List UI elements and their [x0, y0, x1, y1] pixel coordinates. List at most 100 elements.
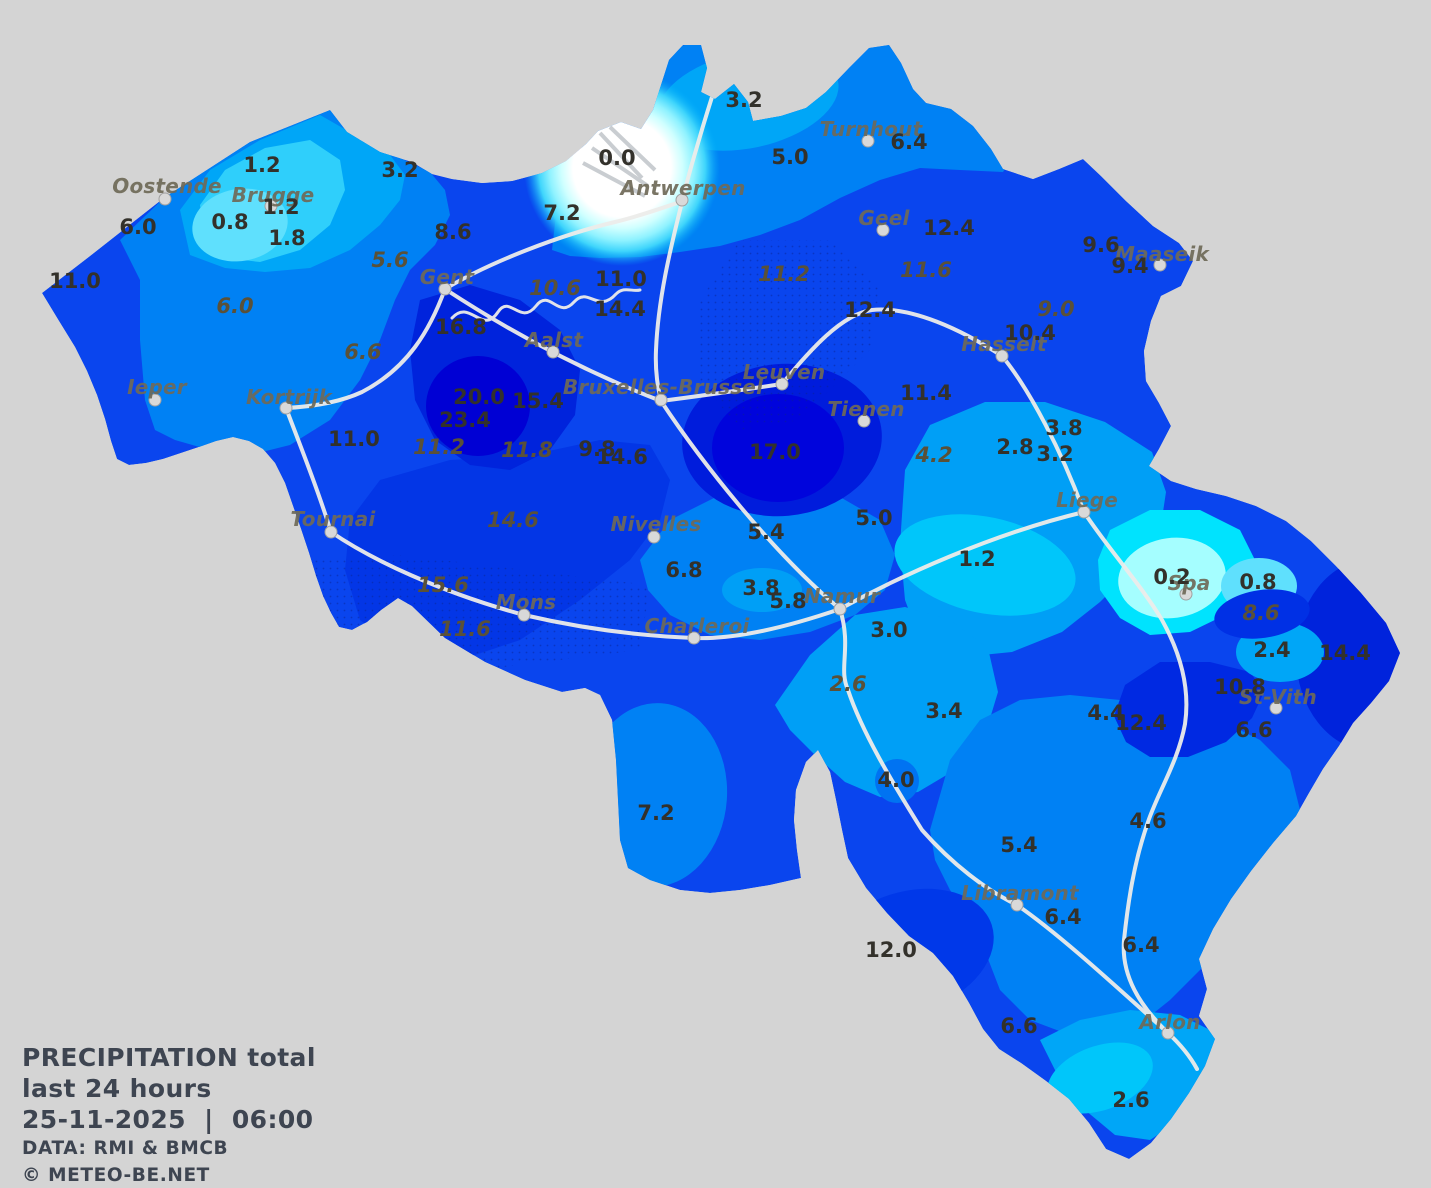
- station-value: 1.8: [268, 226, 306, 250]
- road-hasselt-liege: [1000, 354, 1086, 514]
- city-dot-antwerpen: [675, 193, 689, 207]
- city-label-arlon: Arlon: [1139, 1010, 1201, 1034]
- port-dock-lines: [582, 125, 657, 198]
- city-label-nivelles: Nivelles: [610, 512, 702, 536]
- station-value: 5.4: [747, 520, 785, 544]
- station-value: 9.4: [1111, 254, 1149, 278]
- map-subtitle: last 24 hours: [22, 1074, 212, 1103]
- station-value: 0.2: [1153, 565, 1191, 589]
- city-label-hasselt: Hasselt: [961, 332, 1047, 356]
- station-value: 9.0: [1037, 297, 1075, 321]
- station-value: 11.0: [49, 269, 101, 293]
- station-value: 6.4: [1122, 933, 1160, 957]
- city-label-ieper: Ieper: [127, 375, 187, 399]
- station-value: 12.0: [865, 938, 917, 962]
- road-antwerpen-brussel: [653, 200, 684, 403]
- city-dot-maaseik: [1153, 258, 1167, 272]
- station-value: 16.8: [435, 315, 487, 339]
- map-title-block: PRECIPITATION total last 24 hours 25-11-…: [22, 1042, 316, 1188]
- station-value: 3.2: [725, 88, 763, 112]
- station-value: 11.0: [595, 267, 647, 291]
- station-value: 2.6: [1112, 1088, 1150, 1112]
- station-value: 0.8: [1239, 570, 1277, 594]
- city-dot-geel: [876, 223, 890, 237]
- station-value: 6.8: [665, 558, 703, 582]
- precip-region-stvith-dark: [1114, 662, 1264, 757]
- station-value: 5.0: [855, 506, 893, 530]
- station-value: 2.8: [996, 435, 1034, 459]
- city-dot-ieper: [148, 393, 162, 407]
- station-value: 7.2: [543, 201, 581, 225]
- station-value: 6.0: [119, 215, 157, 239]
- city-label-mons: Mons: [495, 590, 557, 614]
- station-value: 3.8: [1045, 416, 1083, 440]
- river-schelde-dender: [450, 288, 642, 322]
- city-label-aalst: Aalst: [524, 328, 584, 352]
- precip-region-huy-bright: [894, 514, 1076, 616]
- station-value: 8.6: [434, 220, 472, 244]
- station-value: 1.2: [262, 195, 300, 219]
- precip-region-spot-8-6-dark: [1214, 589, 1310, 639]
- copyright: © METEO-BE.NET: [22, 1165, 210, 1186]
- city-dot-namur: [833, 602, 847, 616]
- station-value: 10.6: [529, 276, 581, 300]
- station-value: 6.6: [1000, 1014, 1038, 1038]
- station-value: 12.4: [1115, 711, 1167, 735]
- station-value: 4.2: [915, 443, 953, 467]
- station-value: 5.6: [371, 248, 409, 272]
- city-label-maaseik: Maaseik: [1115, 242, 1209, 266]
- station-value: 2.4: [1253, 638, 1291, 662]
- city-dot-oostende: [158, 192, 172, 206]
- city-dot-bruxelles-brussel: [654, 393, 668, 407]
- map-title: PRECIPITATION total: [22, 1043, 316, 1072]
- station-value: 11.6: [900, 258, 952, 282]
- station-value: 6.4: [890, 130, 928, 154]
- station-value: 3.0: [870, 618, 908, 642]
- city-dot-tienen: [857, 414, 871, 428]
- map-datetime: 25-11-2025 | 06:00: [22, 1105, 314, 1134]
- city-dot-kortrijk: [279, 401, 293, 415]
- station-value: 10.8: [1214, 675, 1266, 699]
- station-value: 11.0: [328, 427, 380, 451]
- precip-region-arlon-bright: [1047, 1042, 1153, 1114]
- road-namur-liege: [838, 510, 1086, 611]
- station-value: 4.0: [877, 768, 915, 792]
- city-label-kortrijk: Kortrijk: [245, 385, 333, 409]
- road-liege-ardennes-arlon: [1082, 510, 1189, 1035]
- city-dot-brugge: [264, 199, 278, 213]
- city-dot-mons: [517, 608, 531, 622]
- station-value: 12.4: [844, 298, 896, 322]
- station-value: 15.4: [512, 389, 564, 413]
- station-value: 15.6: [417, 573, 469, 597]
- city-label-tournai: Tournai: [290, 507, 376, 531]
- city-label-oostende: Oostende: [112, 174, 222, 198]
- station-value: 8.6: [1242, 601, 1280, 625]
- station-value: 6.4: [1044, 905, 1082, 929]
- station-value: 9.8: [578, 437, 616, 461]
- city-dot-tournai: [324, 525, 338, 539]
- city-label-turnhout: Turnhout: [819, 117, 923, 141]
- city-dot-hasselt: [995, 349, 1009, 363]
- road-antwerpen-north: [680, 95, 714, 202]
- station-value: 5.4: [1000, 833, 1038, 857]
- city-label-leuven: Leuven: [742, 360, 826, 384]
- city-label-gent: Gent: [419, 265, 475, 289]
- city-dot-leuven: [775, 377, 789, 391]
- city-dot-charleroi: [687, 631, 701, 645]
- station-value: 3.8: [742, 576, 780, 600]
- road-gent-brussel: [443, 287, 663, 403]
- station-value: 2.6: [829, 672, 867, 696]
- city-label-charleroi: Charleroi: [644, 614, 750, 638]
- station-value: 11.8: [501, 438, 553, 462]
- station-value: 10.4: [1004, 321, 1056, 345]
- station-value: 23.4: [439, 408, 491, 432]
- city-label-liege: Liege: [1055, 488, 1119, 512]
- precip-region-gembloux-lighter: [722, 568, 802, 612]
- station-value: 11.2: [758, 262, 810, 286]
- station-value: 11.4: [900, 381, 952, 405]
- station-value: 7.2: [637, 801, 675, 825]
- city-dot-gent: [438, 282, 452, 296]
